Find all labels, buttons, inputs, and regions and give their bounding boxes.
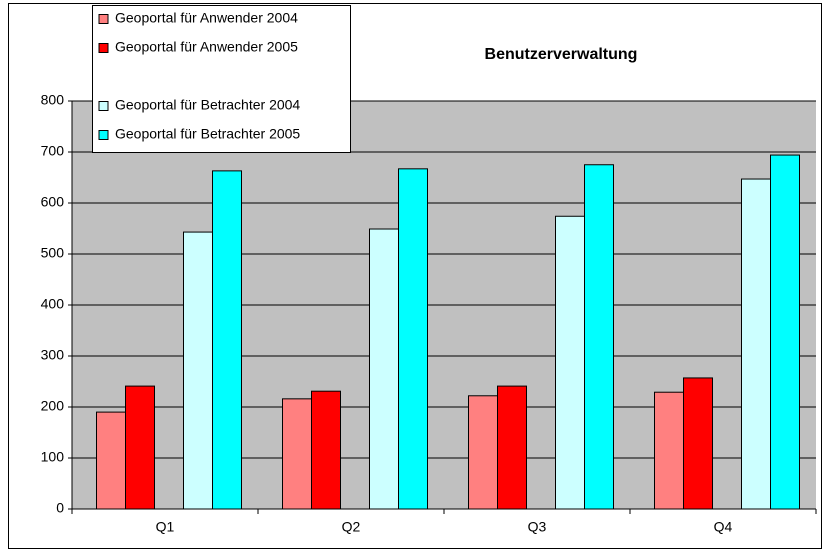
- legend-label: Geoportal für Anwender 2005: [115, 39, 298, 55]
- legend-label: Geoportal für Betrachter 2005: [115, 126, 300, 142]
- bar: [311, 390, 341, 510]
- bar: [468, 395, 498, 510]
- y-tick-label: 600: [41, 194, 65, 210]
- bar: [125, 385, 155, 510]
- y-tick-label: 800: [41, 92, 65, 108]
- bar: [212, 170, 242, 510]
- plot-area: [68, 100, 816, 510]
- legend-swatch: [98, 14, 109, 24]
- bar: [183, 231, 213, 510]
- chart-title: Benutzerverwaltung: [485, 46, 638, 63]
- bar: [770, 154, 800, 510]
- bar: [497, 385, 527, 510]
- y-tick-label: 400: [41, 296, 65, 312]
- x-tick-label: Q1: [156, 519, 175, 535]
- legend-label: Geoportal für Anwender 2004: [115, 10, 298, 26]
- y-tick-label: 500: [41, 245, 65, 261]
- bar: [96, 411, 126, 510]
- legend-box: [92, 5, 351, 153]
- legend-swatch: [98, 43, 109, 53]
- bar: [398, 168, 428, 510]
- bar: [282, 398, 312, 510]
- bar: [654, 391, 684, 510]
- bar: [555, 215, 585, 510]
- legend: Geoportal für Anwender 2004 Geoportal für…: [92, 5, 351, 153]
- y-tick-label: 700: [41, 143, 65, 159]
- bar: [683, 377, 713, 510]
- bar: [584, 164, 614, 510]
- x-tick-label: Q3: [528, 519, 547, 535]
- y-tick-label: 300: [41, 347, 65, 363]
- bar: [741, 178, 771, 510]
- y-tick-label: 200: [41, 398, 65, 414]
- y-tick-label: 100: [41, 449, 65, 465]
- legend-label: Geoportal für Betrachter 2004: [115, 97, 300, 113]
- x-tick-label: Q2: [342, 519, 361, 535]
- x-tick-label: Q4: [714, 519, 733, 535]
- legend-swatch: [98, 130, 109, 140]
- legend-swatch: [98, 101, 109, 111]
- y-tick-label: 0: [56, 500, 64, 516]
- bar: [369, 228, 399, 510]
